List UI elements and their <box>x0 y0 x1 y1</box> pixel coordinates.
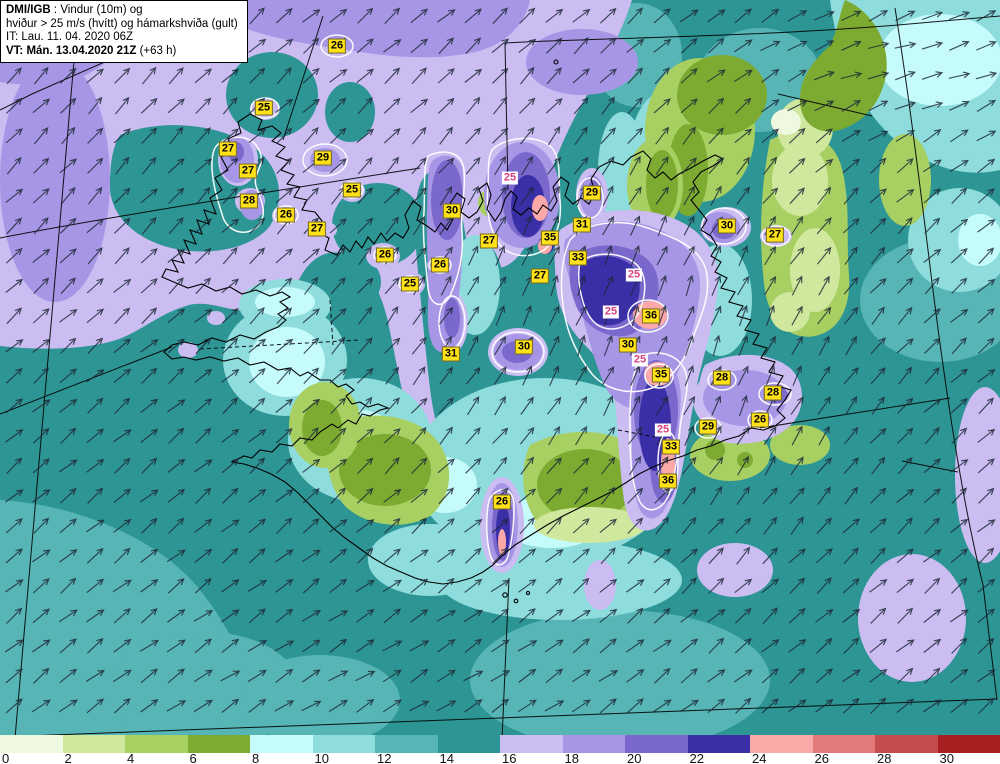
wind-map <box>0 0 1000 735</box>
legend-tick-0: 0 <box>2 751 10 764</box>
legend-tick-10: 10 <box>314 751 329 764</box>
legend-cell-0 <box>0 735 63 753</box>
color-scale-legend: 0 2 4 6 8 10 12 14 16 18 20 22 24 26 28 30 <box>0 735 1000 764</box>
legend-tick-18: 18 <box>564 751 579 764</box>
legend-cell-26 <box>812 735 875 753</box>
legend-tick-28: 28 <box>877 751 892 764</box>
legend-tick-24: 24 <box>752 751 767 764</box>
product-id: DMI/IGB <box>6 4 51 16</box>
info-line-3: IT: Lau. 11. 04. 2020 06Z <box>6 31 134 44</box>
graticule <box>0 0 1000 735</box>
legend-cell-10 <box>312 735 375 753</box>
legend-cell-20 <box>625 735 688 753</box>
info-line-1: DMI/IGB : Vindur (10m) og <box>6 4 143 16</box>
legend-cell-8 <box>250 735 313 753</box>
legend-ticks: 0 2 4 6 8 10 12 14 16 18 20 22 24 26 28 30 <box>0 751 1000 764</box>
legend-cell-28 <box>875 735 938 753</box>
legend-tick-12: 12 <box>377 751 392 764</box>
legend-cell-4 <box>125 735 188 753</box>
forecast-info-box: DMI/IGB : Vindur (10m) og hviður > 25 m/… <box>0 0 248 64</box>
legend-tick-20: 20 <box>627 751 642 764</box>
legend-tick-4: 4 <box>127 751 135 764</box>
legend-tick-14: 14 <box>439 751 454 764</box>
gust-contours <box>211 17 792 566</box>
legend-cell-14 <box>437 735 500 753</box>
legend-tick-16: 16 <box>502 751 517 764</box>
legend-bar <box>0 735 1000 753</box>
info-line-4: VT: Mán. 13.04.2020 21Z (+63 h) <box>6 44 177 57</box>
legend-cell-16 <box>500 735 563 753</box>
legend-cell-24 <box>750 735 813 753</box>
legend-cell-12 <box>375 735 438 753</box>
valid-time: VT: Mán. 13.04.2020 21Z <box>6 44 137 57</box>
legend-tick-6: 6 <box>189 751 197 764</box>
legend-tick-26: 26 <box>814 751 829 764</box>
legend-cell-18 <box>562 735 625 753</box>
wind-field-canvas <box>0 0 1000 735</box>
info-line-2: hviður > 25 m/s (hvítt) og hámarkshviða … <box>6 17 238 30</box>
legend-cell-2 <box>62 735 125 753</box>
speed-field <box>0 0 1000 735</box>
legend-cell-6 <box>187 735 250 753</box>
legend-tick-8: 8 <box>252 751 260 764</box>
legend-tick-30: 30 <box>939 751 954 764</box>
legend-tick-2: 2 <box>64 751 72 764</box>
legend-tick-22: 22 <box>689 751 704 764</box>
legend-cell-30 <box>937 735 1000 753</box>
legend-cell-22 <box>687 735 750 753</box>
